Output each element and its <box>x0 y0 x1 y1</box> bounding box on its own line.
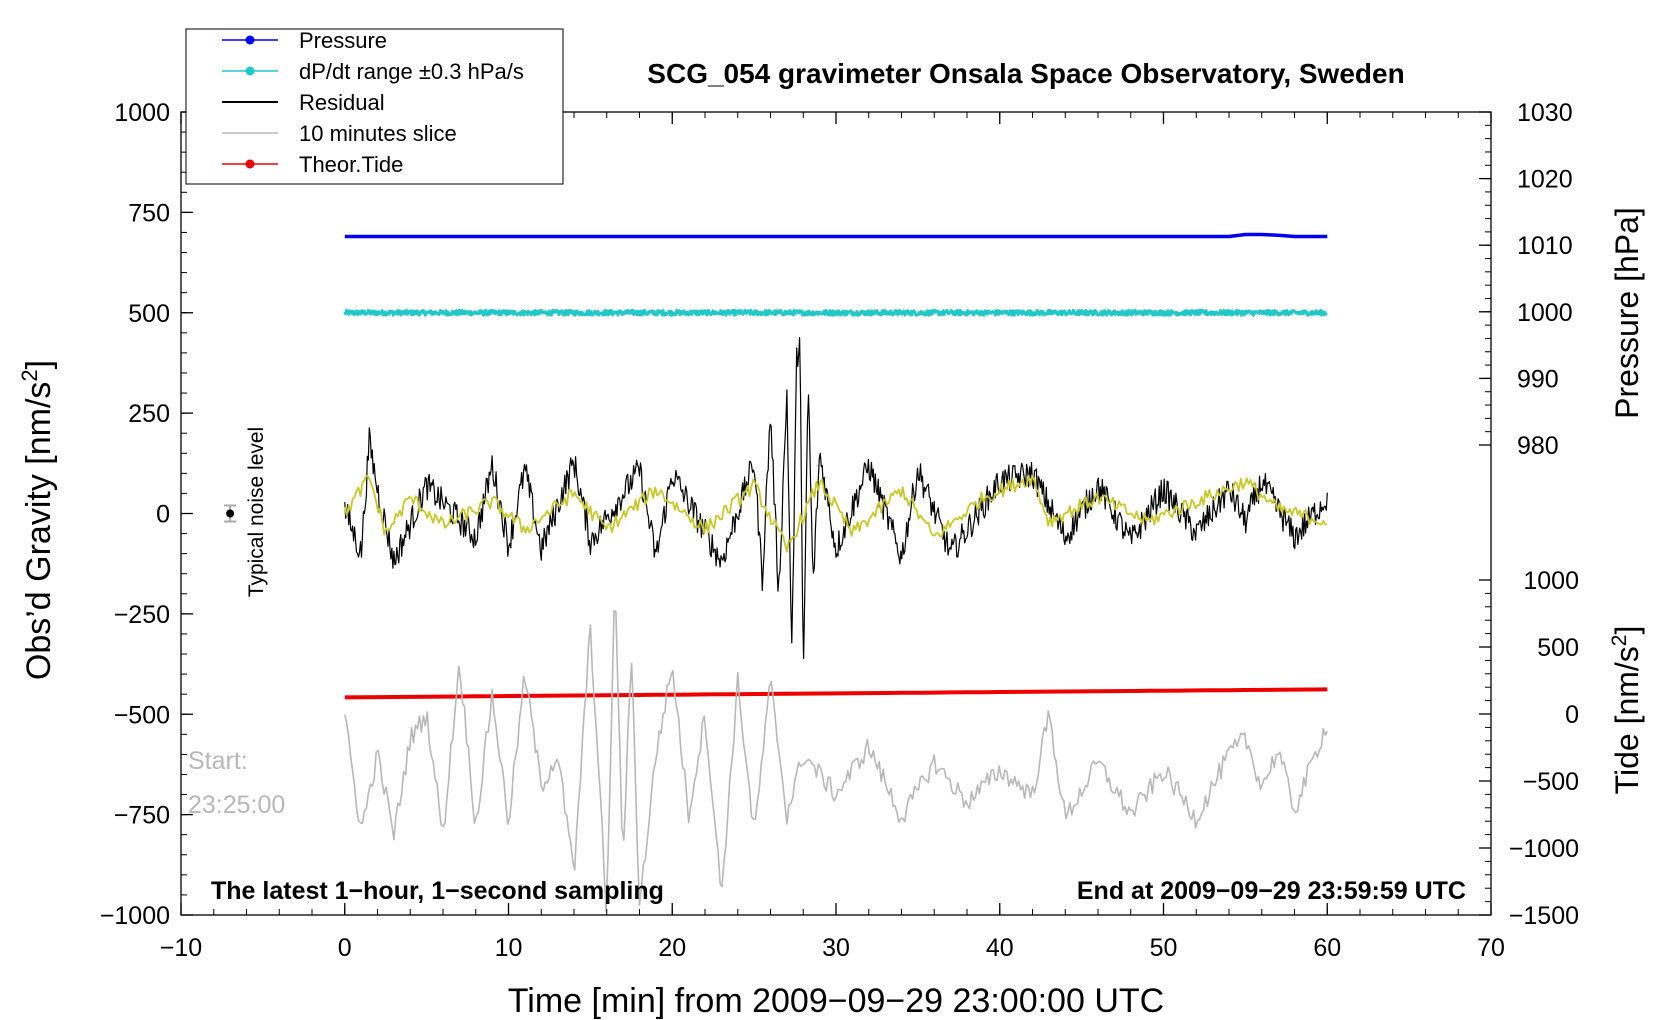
gravity-axis: 1000 750 500 250 0 −250 −500 −750 −1000 <box>100 99 193 930</box>
tide-axis-label: Tide [nm/s2] <box>1608 626 1645 795</box>
residual-line <box>344 337 1328 660</box>
sampling-note: The latest 1−hour, 1−second sampling <box>211 877 664 905</box>
x-axis: −10 0 10 20 30 40 50 60 70 <box>160 112 1505 962</box>
pressure-tick-label: 1000 <box>1517 299 1573 327</box>
tide-tick-label: −1000 <box>1509 835 1579 863</box>
x-tick-label: −10 <box>160 934 202 962</box>
pressure-tick-label: 1020 <box>1517 166 1573 194</box>
x-tick-label: 60 <box>1313 934 1341 962</box>
tide-axis-label-sup: 2 <box>1608 635 1631 647</box>
noise-level-label: Typical noise level <box>245 427 268 597</box>
filtered-residual-line <box>343 474 1328 553</box>
y-tick-label: 0 <box>156 501 170 529</box>
y-tick-label: 250 <box>128 400 170 428</box>
theoretical-tide-line <box>344 687 1328 700</box>
y-tick-label: −500 <box>114 701 170 729</box>
pressure-axis: 1030 1020 1010 1000 990 980 <box>1479 99 1573 460</box>
y-axis-label-close: ] <box>20 360 58 369</box>
pressure-line <box>344 232 1328 239</box>
y-axis-label-base: Obs’d Gravity [nm/s <box>20 382 58 681</box>
y-axis-label-sup: 2 <box>17 369 42 381</box>
tide-tick-label: −1500 <box>1509 902 1579 930</box>
legend-marker <box>245 66 255 76</box>
tide-axis-label-base: Tide [nm/s <box>1609 646 1645 794</box>
pressure-tick-label: 980 <box>1517 432 1559 460</box>
chart-title: SCG_054 gravimeter Onsala Space Observat… <box>647 58 1404 89</box>
legend-marker <box>245 159 255 169</box>
tide-tick-label: −500 <box>1523 768 1579 796</box>
y-axis-label: Obs’d Gravity [nm/s2] <box>17 360 58 680</box>
tide-axis-label-close: ] <box>1609 626 1645 635</box>
legend: Pressure dP/dt range ±0.3 hPa/s Residual 10… <box>185 28 564 185</box>
x-tick-label: 40 <box>986 934 1014 962</box>
y-tick-label: 500 <box>128 300 170 328</box>
series-layer <box>343 232 1329 912</box>
x-tick-label: 30 <box>822 934 850 962</box>
start-label: Start: <box>188 747 248 775</box>
legend-label: Pressure <box>299 28 387 53</box>
legend-box <box>185 28 564 185</box>
pressure-axis-label: Pressure [hPa] <box>1609 207 1645 419</box>
x-tick-label: 10 <box>495 934 523 962</box>
y-tick-label: 1000 <box>114 99 170 127</box>
start-time-label: 23:25:00 <box>188 791 285 819</box>
tide-tick-label: 1000 <box>1523 567 1579 595</box>
y-tick-label: −750 <box>114 802 170 830</box>
noise-level-marker <box>224 504 237 523</box>
pressure-tick-label: 1010 <box>1517 232 1573 260</box>
dpdt-line <box>343 308 1329 317</box>
y-tick-label: −250 <box>114 601 170 629</box>
tide-axis: 1000 500 0 −500 −1000 −1500 <box>1479 567 1579 930</box>
legend-label: 10 minutes slice <box>299 121 457 146</box>
x-tick-label: 50 <box>1150 934 1178 962</box>
legend-label: Theor.Tide <box>299 152 403 177</box>
x-tick-label: 70 <box>1477 934 1505 962</box>
noise-point <box>226 509 235 518</box>
x-axis-label: Time [min] from 2009−09−29 23:00:00 UTC <box>508 982 1164 1020</box>
tide-tick-label: 500 <box>1537 634 1579 662</box>
x-tick-label: 20 <box>658 934 686 962</box>
pressure-tick-label: 990 <box>1517 365 1559 393</box>
y-tick-label: 750 <box>128 199 170 227</box>
pressure-tick-label: 1030 <box>1517 99 1573 127</box>
y-tick-label: −1000 <box>100 902 170 930</box>
ten-minute-slice-line <box>344 609 1328 912</box>
x-tick-label: 0 <box>338 934 352 962</box>
tide-tick-label: 0 <box>1565 701 1579 729</box>
legend-label: Residual <box>299 90 385 115</box>
end-time-note: End at 2009−09−29 23:59:59 UTC <box>1077 877 1466 905</box>
legend-label: dP/dt range ±0.3 hPa/s <box>299 59 524 84</box>
legend-marker <box>245 35 255 45</box>
